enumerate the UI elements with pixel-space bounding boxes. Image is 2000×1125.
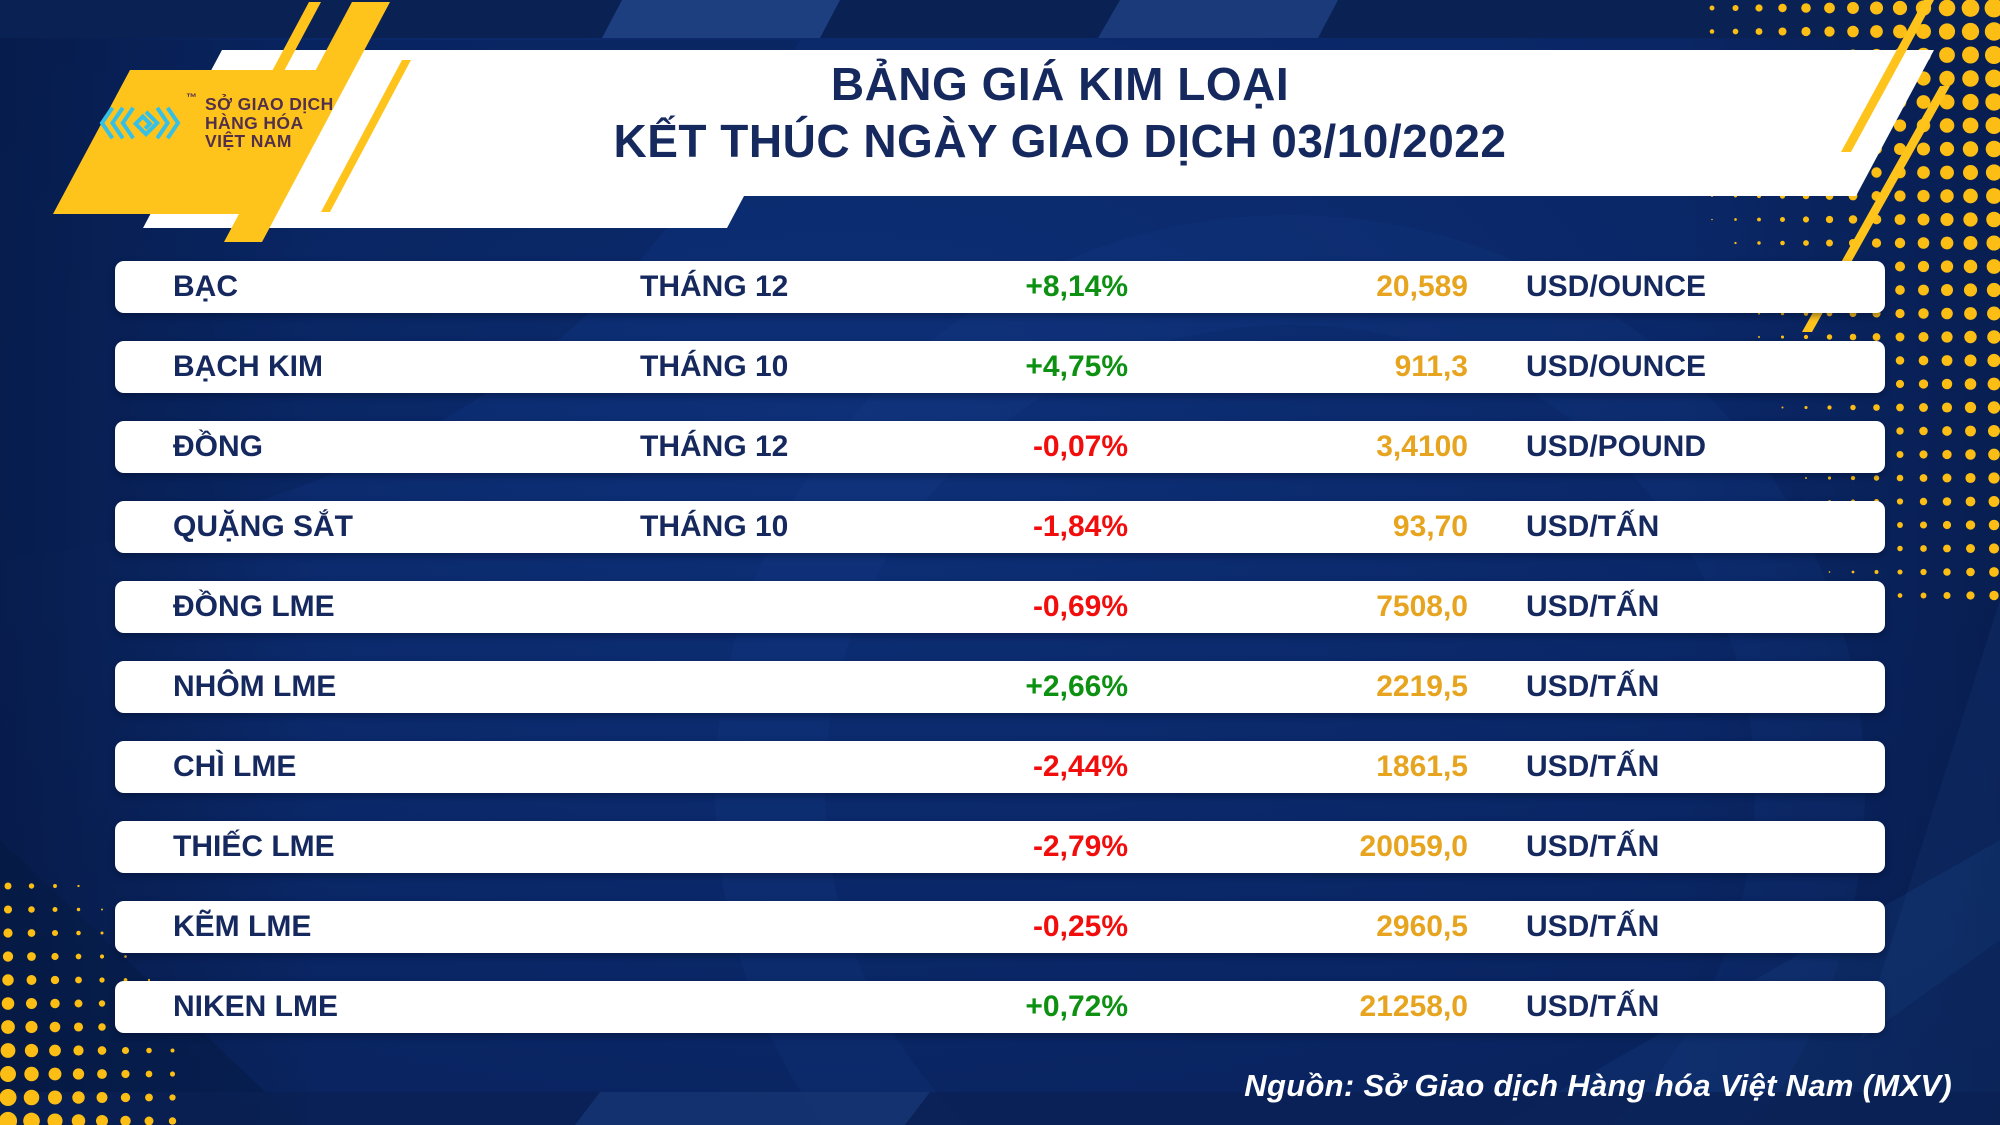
top-band xyxy=(0,0,2000,38)
contract-month: THÁNG 12 xyxy=(640,270,789,303)
mxv-logo-icon xyxy=(99,106,181,140)
contract-month: THÁNG 12 xyxy=(640,430,789,463)
table-row: BẠC THÁNG 12 +8,14% 20,589 USD/OUNCE xyxy=(115,261,1885,313)
top-band-light-1 xyxy=(602,0,840,38)
brand-name-line-1: SỞ GIAO DỊCH xyxy=(205,94,334,114)
price-value: 911,3 xyxy=(1394,350,1468,383)
price-change: +4,75% xyxy=(1025,350,1128,383)
commodity-name: BẠCH KIM xyxy=(173,350,323,383)
table-row: BẠCH KIM THÁNG 10 +4,75% 911,3 USD/OUNCE xyxy=(115,341,1885,393)
table-row: KẼM LME -0,25% 2960,5 USD/TẤN xyxy=(115,901,1885,953)
commodity-name: THIẾC LME xyxy=(173,830,335,863)
price-value: 2960,5 xyxy=(1376,910,1468,943)
title-line-2: KẾT THÚC NGÀY GIAO DỊCH 03/10/2022 xyxy=(613,115,1507,167)
halftone-dots-bottom-left xyxy=(0,882,177,1125)
commodity-name: ĐỒNG LME xyxy=(173,590,335,623)
title-banner-shape xyxy=(144,50,1934,196)
table-row: THIẾC LME -2,79% 20059,0 USD/TẤN xyxy=(115,821,1885,873)
table-row: NHÔM LME +2,66% 2219,5 USD/TẤN xyxy=(115,661,1885,713)
price-unit: USD/TẤN xyxy=(1526,910,1660,943)
table-row: QUẶNG SẮT THÁNG 10 -1,84% 93,70 USD/TẤN xyxy=(115,501,1885,553)
commodity-name: KẼM LME xyxy=(173,910,312,943)
price-value: 7508,0 xyxy=(1376,590,1468,623)
price-value: 2219,5 xyxy=(1376,670,1468,703)
price-unit: USD/TẤN xyxy=(1526,750,1660,783)
table-row: ĐỒNG THÁNG 12 -0,07% 3,4100 USD/POUND xyxy=(115,421,1885,473)
stripe-topright-1 xyxy=(1841,0,1934,152)
trademark-symbol: ™ xyxy=(186,92,197,104)
banner-title: BẢNG GIÁ KIM LOẠI KẾT THÚC NGÀY GIAO DỊC… xyxy=(420,56,1700,170)
price-change: -0,25% xyxy=(1032,910,1128,943)
price-value: 1861,5 xyxy=(1376,750,1468,783)
brand-name: SỞ GIAO DỊCH HÀNG HÓA VIỆT NAM xyxy=(205,95,334,151)
commodity-name: NHÔM LME xyxy=(173,670,337,703)
price-change: -2,44% xyxy=(1032,750,1128,783)
price-unit: USD/OUNCE xyxy=(1526,270,1707,303)
price-change: +0,72% xyxy=(1025,990,1128,1023)
price-change: -2,79% xyxy=(1032,830,1128,863)
price-change: +2,66% xyxy=(1025,670,1128,703)
contract-month: THÁNG 10 xyxy=(640,350,789,383)
bottom-band-light xyxy=(575,1092,930,1125)
source-credit: Nguồn: Sở Giao dịch Hàng hóa Việt Nam (M… xyxy=(1244,1068,1952,1103)
price-value: 20,589 xyxy=(1376,270,1468,303)
price-unit: USD/TẤN xyxy=(1526,990,1660,1023)
table-row: NIKEN LME +0,72% 21258,0 USD/TẤN xyxy=(115,981,1885,1033)
stripe-thick xyxy=(224,2,390,242)
commodity-name: NIKEN LME xyxy=(173,990,338,1023)
contract-month: THÁNG 10 xyxy=(640,510,789,543)
price-value: 93,70 xyxy=(1392,510,1468,543)
price-value: 21258,0 xyxy=(1359,990,1468,1023)
top-band-light-2 xyxy=(1098,0,1338,38)
commodity-name: QUẶNG SẮT xyxy=(173,510,353,543)
price-change: -0,07% xyxy=(1032,430,1128,463)
brand-name-line-3: VIỆT NAM xyxy=(205,131,292,151)
brand-name-line-2: HÀNG HÓA xyxy=(205,112,304,133)
price-unit: USD/TẤN xyxy=(1526,830,1660,863)
table-row: CHÌ LME -2,44% 1861,5 USD/TẤN xyxy=(115,741,1885,793)
price-unit: USD/TẤN xyxy=(1526,510,1660,543)
stripe-thin-left xyxy=(217,2,321,174)
price-unit: USD/POUND xyxy=(1526,430,1707,463)
commodity-name: BẠC xyxy=(173,270,238,303)
price-unit: USD/TẤN xyxy=(1526,670,1660,703)
title-line-1: BẢNG GIÁ KIM LOẠI xyxy=(830,58,1290,110)
commodity-name: ĐỒNG xyxy=(173,430,263,463)
price-change: -1,84% xyxy=(1032,510,1128,543)
bottom-band xyxy=(0,1092,2000,1125)
swoosh-rightedge xyxy=(1860,600,2000,1040)
commodity-name: CHÌ LME xyxy=(173,750,297,783)
price-unit: USD/OUNCE xyxy=(1526,350,1707,383)
price-change: +8,14% xyxy=(1025,270,1128,303)
table-row: ĐỒNG LME -0,69% 7508,0 USD/TẤN xyxy=(115,581,1885,633)
price-value: 3,4100 xyxy=(1376,430,1468,463)
price-value: 20059,0 xyxy=(1359,830,1468,863)
price-unit: USD/TẤN xyxy=(1526,590,1660,623)
price-change: -0,69% xyxy=(1032,590,1128,623)
stripe-thin-short xyxy=(321,60,411,212)
banner-understrip xyxy=(143,196,744,228)
